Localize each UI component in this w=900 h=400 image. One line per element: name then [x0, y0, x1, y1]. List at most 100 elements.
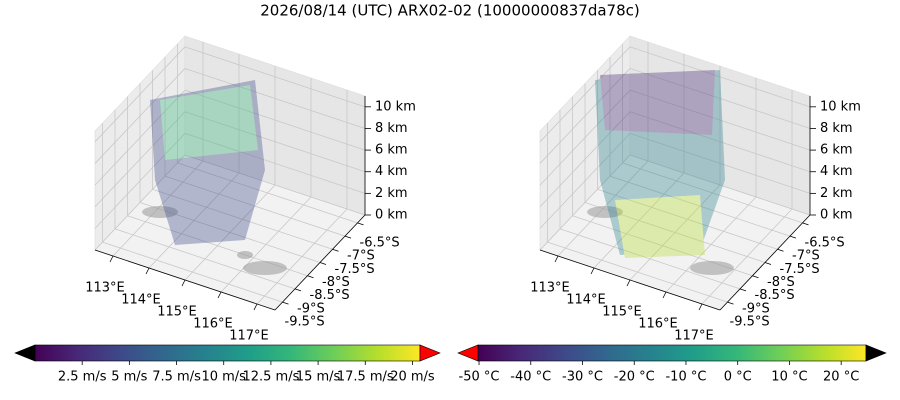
x-tick — [217, 291, 222, 299]
grid-line — [184, 68, 366, 129]
y-tick — [294, 288, 302, 292]
colorbar-tick-label: 0 °C — [724, 370, 752, 385]
grid-line — [94, 68, 186, 164]
grid-line — [184, 154, 366, 216]
x-tick — [662, 291, 667, 299]
y-tick-label: -8°S — [767, 275, 795, 290]
y-tick-label: -6.5°S — [805, 235, 845, 250]
colorbar-tick-label: -20 °C — [614, 370, 655, 385]
x-tick — [590, 267, 595, 275]
grid-line — [539, 111, 631, 208]
y-tick-label: -6.5°S — [360, 235, 400, 250]
y-tick — [307, 275, 314, 279]
colorbar-tick-label: 20 °C — [823, 370, 859, 385]
grid-line — [629, 68, 811, 129]
colorbar-extend-min — [457, 344, 479, 362]
colorbar-extend-max — [419, 344, 441, 362]
y-tick-label: -9.5°S — [730, 315, 770, 330]
y-axis-line — [274, 214, 366, 311]
grid-line — [184, 89, 366, 151]
x-tick — [109, 255, 114, 263]
z-tick-label: 0 km — [820, 208, 853, 223]
z-tick-label: 2 km — [820, 186, 853, 201]
grid-line — [102, 241, 283, 303]
y-tick — [727, 301, 734, 305]
grid-line — [184, 46, 366, 108]
x-tick-label: 113°E — [530, 281, 570, 296]
x-tick-label: 113°E — [85, 281, 125, 296]
y-tick — [802, 222, 809, 226]
y-tick-label: -9°S — [742, 301, 770, 316]
grid-line — [539, 133, 631, 229]
grid-line — [629, 132, 811, 194]
x-tick — [698, 303, 703, 311]
z-tick-label: 4 km — [375, 164, 408, 179]
y-tick-label: -8.5°S — [310, 288, 350, 303]
field-shading — [150, 70, 725, 258]
x-tick-label: 116°E — [638, 317, 678, 332]
colorbar-extend-max — [865, 344, 887, 362]
colorbar-tick-label: 10 °C — [771, 370, 807, 385]
y-tick-label: -7.5°S — [335, 262, 375, 277]
grid-line — [94, 154, 186, 251]
colorbar-tick-label: 12.5 m/s — [242, 370, 299, 385]
colorbar-tick-label: -10 °C — [665, 370, 706, 385]
grid-line — [184, 111, 366, 173]
colorbar-tick-label: -30 °C — [562, 370, 603, 385]
y-tick — [332, 248, 339, 252]
z-tick-label: 10 km — [820, 99, 861, 114]
grid-line — [539, 154, 631, 251]
x-tick-label: 117°E — [229, 329, 269, 344]
colorbar-tick-label: 17.5 m/s — [337, 370, 394, 385]
x-tick-label: 114°E — [566, 293, 606, 308]
grid-line — [94, 111, 186, 208]
grid-line — [539, 68, 631, 164]
grid-line — [539, 46, 631, 143]
grid-line — [539, 89, 631, 186]
x-tick — [181, 279, 186, 287]
figure-title: 2026/08/14 (UTC) ARX02-02 (10000000837da… — [260, 2, 639, 20]
grid-line — [94, 89, 186, 186]
y-tick-label: -7°S — [347, 249, 375, 264]
z-tick-label: 8 km — [820, 121, 853, 136]
colorbar — [34, 344, 421, 362]
grid-line — [629, 111, 811, 173]
x-axis-line — [94, 249, 276, 311]
x-tick — [145, 267, 150, 275]
y-tick — [752, 275, 759, 279]
y-tick — [282, 301, 289, 305]
y-tick — [739, 288, 747, 292]
x-tick — [253, 303, 258, 311]
colorbar-tick-label: 5 m/s — [111, 370, 147, 385]
y-tick-label: -8°S — [322, 275, 350, 290]
x-axis-line — [539, 249, 721, 311]
y-tick — [319, 262, 327, 265]
x-tick — [626, 279, 631, 287]
x-tick — [554, 255, 559, 263]
y-tick-label: -8.5°S — [755, 288, 795, 303]
x-tick-label: 114°E — [121, 293, 161, 308]
grid-line — [114, 228, 296, 290]
grid-line — [94, 46, 186, 143]
grid-line — [622, 162, 803, 224]
z-tick-label: 10 km — [375, 99, 416, 114]
grid-line — [559, 228, 741, 290]
z-tick-label: 0 km — [375, 208, 408, 223]
y-tick — [777, 248, 784, 252]
grid-line — [184, 132, 366, 194]
grid-line — [164, 175, 346, 237]
colorbar-tick-label: 10 m/s — [201, 370, 246, 385]
y-tick-label: -9.5°S — [285, 315, 325, 330]
z-tick-label: 2 km — [375, 186, 408, 201]
colorbar — [477, 344, 867, 362]
z-tick-label: 8 km — [375, 121, 408, 136]
x-tick-label: 115°E — [602, 305, 642, 320]
colorbar-tick-label: 7.5 m/s — [152, 370, 201, 385]
y-tick — [764, 262, 772, 265]
y-tick-label: -7.5°S — [780, 262, 820, 277]
z-tick-label: 6 km — [375, 143, 408, 158]
x-tick-label: 117°E — [674, 329, 714, 344]
colorbar-tick-label: 20 m/s — [390, 370, 435, 385]
y-tick-label: -7°S — [792, 249, 820, 264]
